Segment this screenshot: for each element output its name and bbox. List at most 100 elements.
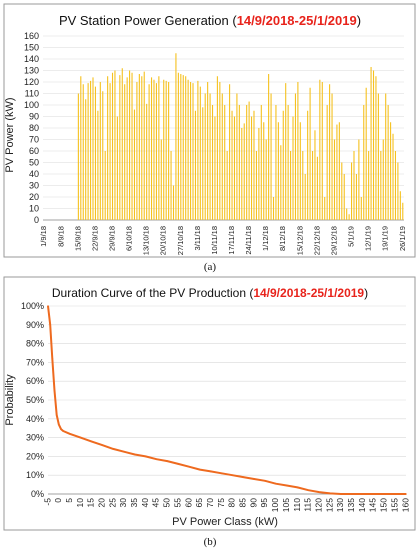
chart-a-y-tick-label: 20 <box>29 192 39 202</box>
chart-a-x-tick-label: 8/9/18 <box>56 226 65 247</box>
chart-b-point <box>350 493 353 495</box>
chart-a-x-tick-label: 8/12/18 <box>278 226 287 251</box>
chart-b-x-tick-label: 100 <box>270 498 280 512</box>
chart-b-x-tick-label: 75 <box>216 498 226 508</box>
chart-b-point <box>79 436 82 439</box>
chart-a-y-tick-label: 130 <box>24 66 39 76</box>
chart-a-x-ticks: 1/9/18 8/9/18 15/9/18 22/9/18 29/9/18 6/10/18… <box>39 226 407 255</box>
chart-b-point <box>329 492 331 495</box>
chart-b-point <box>58 423 60 426</box>
chart-a-y-tick-label: 160 <box>24 31 39 41</box>
chart-b-x-tick-label: 115 <box>303 498 313 512</box>
chart-b-x-tick-label: 10 <box>75 498 85 508</box>
chart-b-y-tick-label: 30% <box>26 433 44 443</box>
chart-b-point <box>144 455 147 458</box>
chart-b-x-tick-label: 5 <box>64 498 74 503</box>
chart-b-y-tick-label: 60% <box>26 376 44 386</box>
chart-b-duration-line <box>47 305 406 495</box>
chart-b-y-tick-label: 40% <box>26 414 44 424</box>
chart-a-x-tick-label: 24/11/18 <box>244 226 253 255</box>
chart-a-x-tick-label: 5/1/19 <box>347 226 356 247</box>
chart-b-point <box>383 493 386 495</box>
chart-b-point <box>68 433 71 435</box>
chart-b-point <box>133 453 136 456</box>
chart-a-x-tick-label: 20/10/18 <box>159 226 168 255</box>
chart-b-x-tick-label: 0 <box>53 498 63 503</box>
chart-a-x-tick-label: 27/10/18 <box>176 226 185 255</box>
chart-b-x-tick-label: 110 <box>292 498 302 512</box>
chart-b-x-tick-label: 135 <box>346 498 356 512</box>
chart-b-point <box>372 493 375 495</box>
chart-b-title: Duration Curve of the PV Production (14/… <box>52 286 368 300</box>
chart-b-point <box>90 440 93 443</box>
chart-b-x-axis-label: PV Power Class (kW) <box>172 516 278 528</box>
chart-b-x-tick-label: 70 <box>205 498 215 508</box>
chart-b-point <box>361 493 364 495</box>
chart-b-point <box>199 468 201 471</box>
chart-b-point <box>394 493 396 495</box>
chart-a-y-tick-label: 100 <box>24 100 39 110</box>
chart-a-x-tick-label: 22/12/18 <box>312 226 321 255</box>
chart-b: Duration Curve of the PV Production (14/… <box>3 276 416 531</box>
chart-a-y-tick-label: 0 <box>34 215 39 225</box>
chart-b-point <box>49 324 51 326</box>
chart-a-frame <box>3 3 416 258</box>
chart-b-point <box>264 480 266 482</box>
chart-a-y-tick-label: 40 <box>29 169 39 179</box>
chart-b-point <box>51 357 54 360</box>
chart-b-point <box>285 484 288 487</box>
chart-b-y-tick-label: 10% <box>26 470 44 480</box>
chart-a-y-tick-label: 150 <box>24 43 39 53</box>
chart-b-x-tick-label: 15 <box>86 498 96 508</box>
chart-b-x-tick-label: 30 <box>118 498 128 508</box>
chart-b-point <box>53 389 56 392</box>
chart-b-x-tick-label: 120 <box>313 498 323 512</box>
chart-b-point <box>166 460 169 462</box>
chart-b-x-tick-label: 130 <box>335 498 345 512</box>
panel-label-b: (b) <box>204 536 217 548</box>
chart-b-y-tick-label: 90% <box>26 320 44 330</box>
chart-b-y-ticks: 0% 10% 20% 30% 40% 50% 60% 70% 80% 90% 100% <box>21 301 44 499</box>
chart-b-y-tick-label: 20% <box>26 451 44 461</box>
chart-a-x-tick-label: 22/9/18 <box>90 226 99 251</box>
chart-b-point <box>62 430 64 432</box>
chart-b-point <box>123 450 125 453</box>
chart-b-x-tick-label: 55 <box>172 498 182 508</box>
chart-a-x-tick-label: 15/12/18 <box>295 226 304 255</box>
chart-b-point <box>340 493 342 495</box>
chart-a-title: PV Station Power Generation (14/9/2018-2… <box>59 13 361 28</box>
chart-a-bars <box>77 53 404 220</box>
chart-b-x-tick-label: 50 <box>162 498 172 508</box>
chart-a-x-tick-label: 17/11/18 <box>227 226 236 255</box>
chart-b-point <box>296 486 299 489</box>
chart-b-x-tick-label: 125 <box>324 498 334 512</box>
chart-b-x-tick-label: 85 <box>238 498 248 508</box>
chart-b-x-tick-label: 105 <box>281 498 291 512</box>
chart-b-point <box>405 493 407 495</box>
chart-b-x-tick-label: 65 <box>194 498 204 508</box>
chart-b-x-tick-label: 60 <box>183 498 193 508</box>
chart-b-point <box>307 489 310 492</box>
chart-b-point <box>220 472 223 475</box>
chart-b-frame <box>3 276 416 531</box>
chart-a-y-tick-label: 70 <box>29 135 39 145</box>
chart-b-point <box>209 470 212 473</box>
chart-b-series <box>47 305 407 495</box>
chart-a-y-tick-label: 110 <box>25 89 39 99</box>
chart-a-y-axis-label: PV Power (kW) <box>4 97 16 172</box>
chart-b-point <box>47 305 49 307</box>
chart-b-point <box>231 474 234 477</box>
chart-b-y-tick-label: 50% <box>26 395 44 405</box>
chart-a-x-tick-label: 15/9/18 <box>73 226 82 251</box>
chart-b-x-tick-label: 45 <box>151 498 161 508</box>
chart-a-x-tick-label: 13/10/18 <box>142 226 151 255</box>
chart-b-x-tick-label: 90 <box>248 498 258 508</box>
chart-a: PV Station Power Generation (14/9/2018-2… <box>3 3 416 258</box>
chart-a-x-tick-label: 10/11/18 <box>210 226 219 255</box>
chart-b-x-tick-label: 145 <box>368 498 378 512</box>
chart-a-x-tick-label: 19/1/19 <box>381 226 390 251</box>
chart-a-x-tick-label: 3/11/18 <box>193 226 202 250</box>
chart-a-y-tick-label: 90 <box>29 112 39 122</box>
